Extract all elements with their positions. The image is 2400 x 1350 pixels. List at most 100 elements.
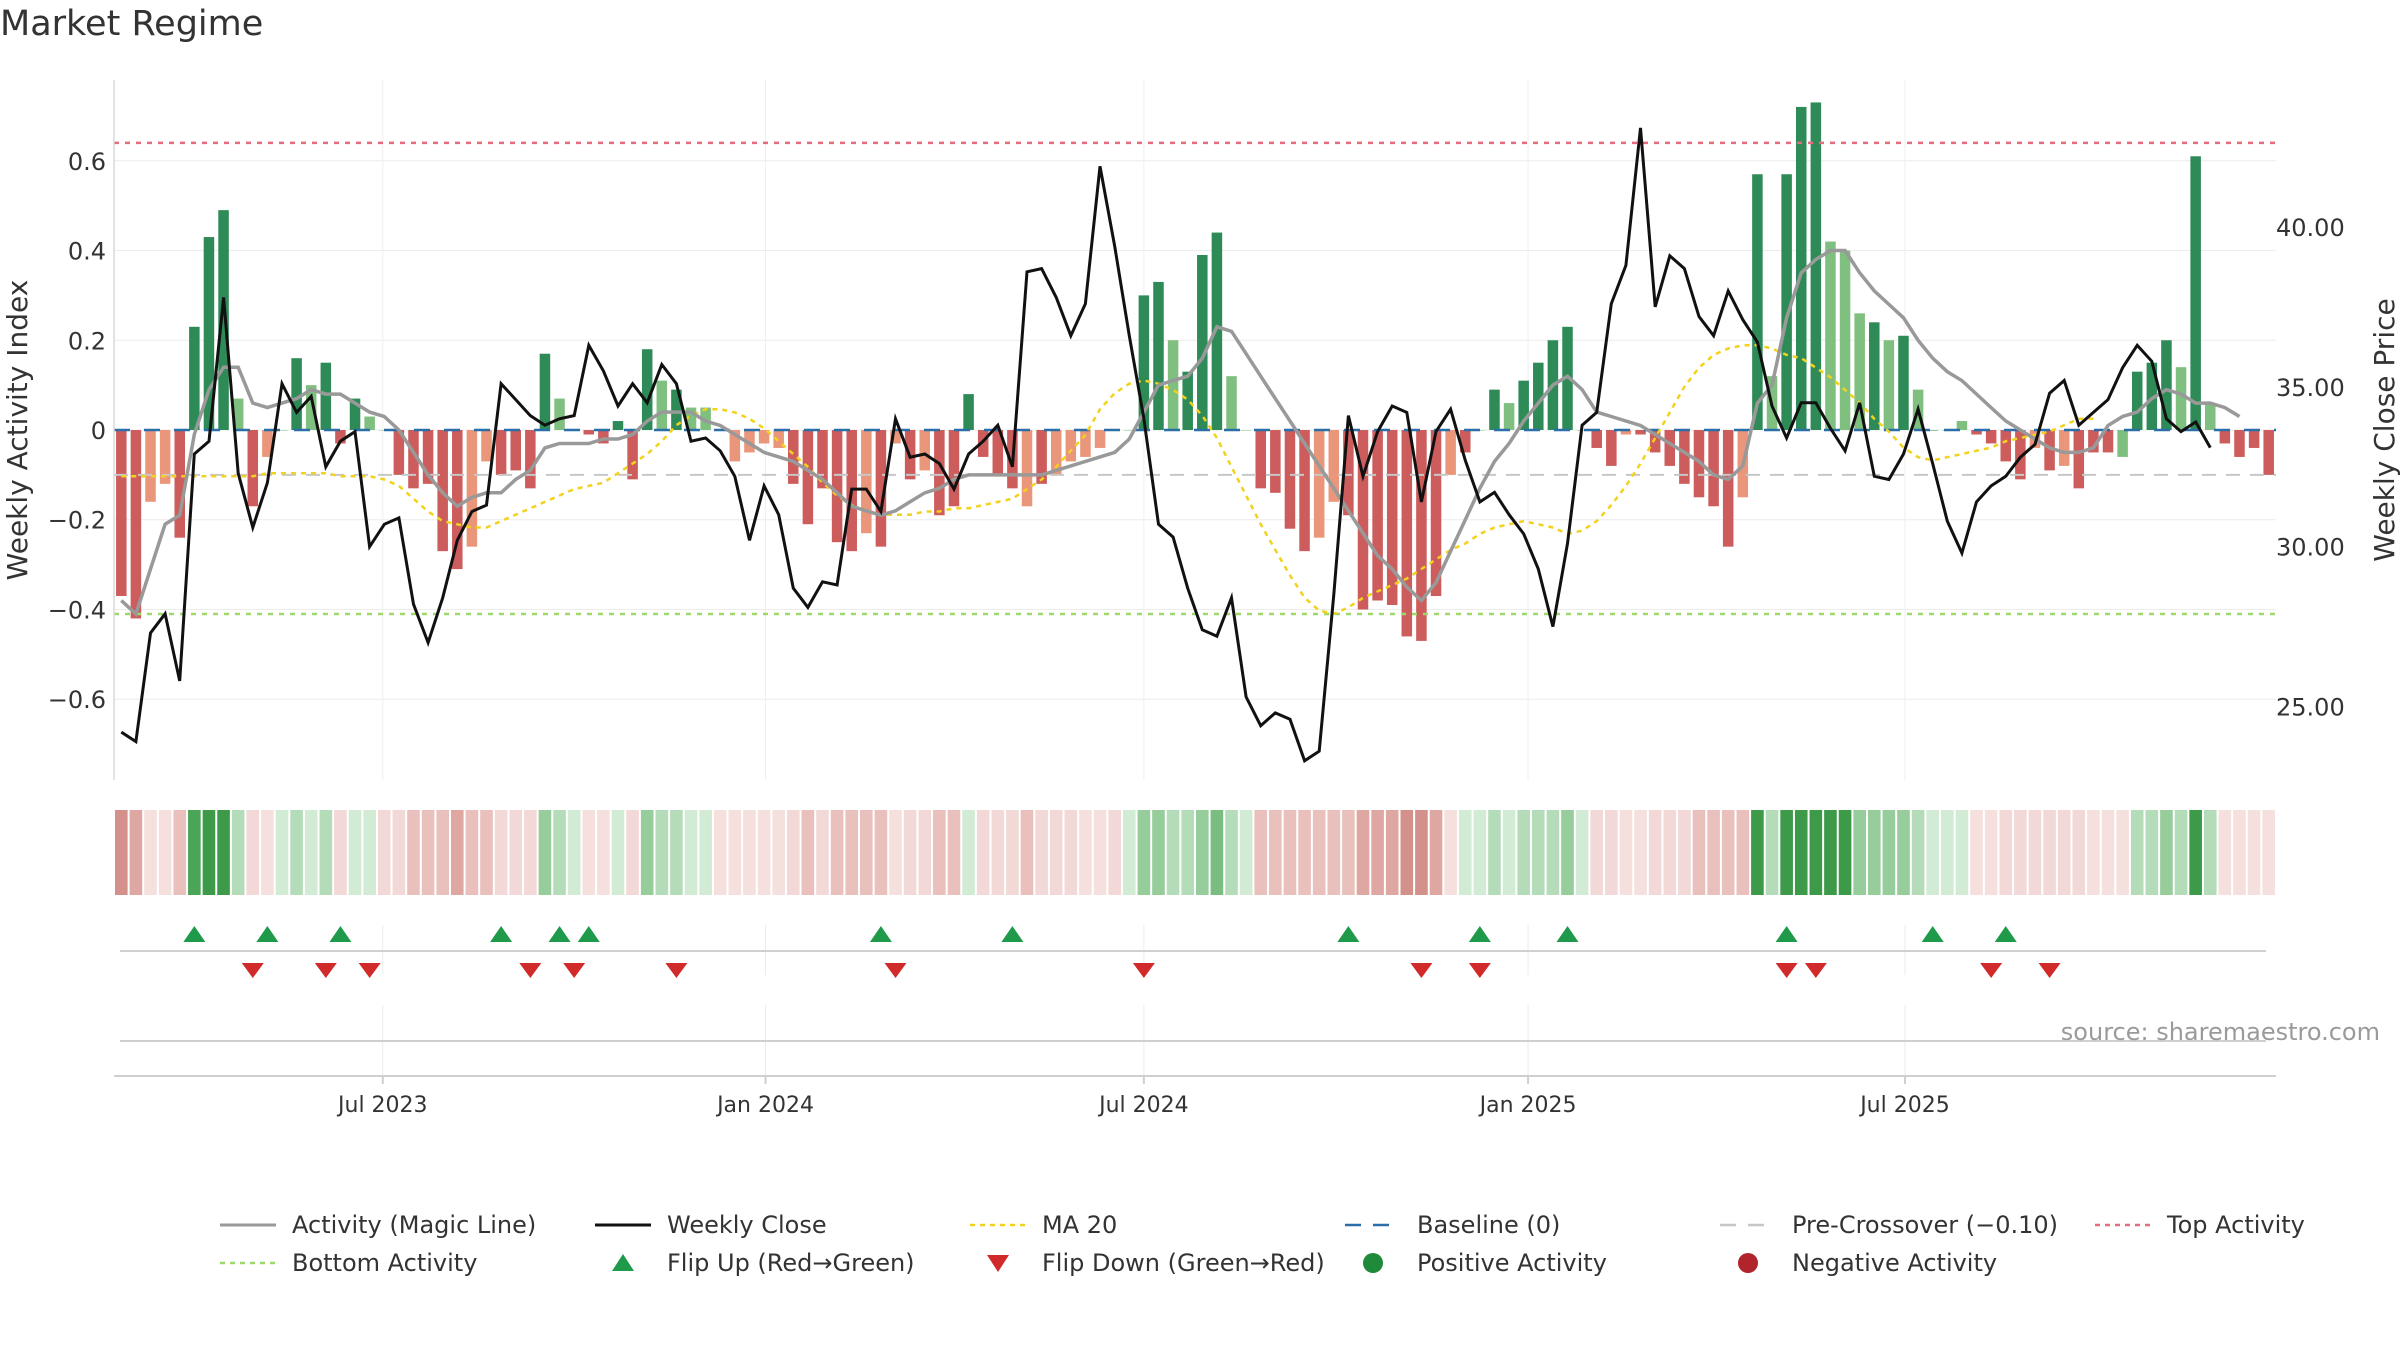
activity-bar [1533,362,1544,430]
strip-cell [947,810,961,895]
strip-cell [1546,810,1560,895]
strip-cell [1020,810,1034,895]
activity-bar [861,430,872,534]
activity-bar [2234,430,2245,457]
activity-bar [2219,430,2231,444]
y-tick-left: −0.6 [48,686,106,714]
activity-bar [1255,430,1266,489]
strip-cell [2145,810,2159,895]
strip-cell [1824,810,1837,895]
flip-down-marker [1804,963,1827,978]
strip-cell [524,810,537,895]
strip-cell [202,810,216,895]
activity-bar [2131,371,2143,430]
activity-bar [130,430,142,619]
flip-markers [114,926,2276,1077]
activity-bar [656,380,668,430]
activity-bar [335,430,346,444]
activity-bar [1299,430,1310,552]
activity-bar [349,398,361,430]
strip-cell [816,810,829,895]
flip-down-marker [358,963,381,978]
strip-cell [1882,810,1896,895]
strip-cell [407,810,420,895]
activity-bar [1664,430,1676,466]
y-tick-right: 30.00 [2276,534,2345,562]
activity-bar [2058,430,2070,466]
weekly-close-line [120,127,2212,764]
strip-cell [480,810,493,895]
flip-up-marker [490,926,513,942]
strip-cell [1342,810,1355,895]
strip-cell [1049,810,1063,895]
activity-bar [495,430,507,475]
activity-bar [948,430,960,507]
legend-label: Positive Activity [1417,1249,1607,1277]
activity-bar [247,430,259,507]
legend-swatch [1738,1253,1758,1273]
legend-swatch [1363,1253,1383,1273]
activity-bars [116,102,2274,641]
legend-label: Baseline (0) [1417,1211,1560,1239]
strip-cell [1692,810,1706,895]
activity-bar [1883,340,1895,430]
activity-bar [1459,430,1471,453]
flip-down-marker [884,963,907,978]
strip-cell [757,810,771,895]
activity-bar [2146,362,2158,430]
flip-up-marker [329,926,352,942]
strip-cell [1531,810,1545,895]
activity-bar [408,430,419,489]
legend-label: Activity (Magic Line) [292,1211,536,1239]
flip-up-marker [1468,926,1491,942]
activity-bar [159,430,171,484]
y-tick-right: 25.00 [2276,693,2345,721]
activity-bar [1635,430,1646,435]
y-tick-right: 40.00 [2276,214,2345,242]
strip-cell [611,810,625,895]
strip-cell [2057,810,2071,895]
strip-cell [421,810,435,895]
strip-cell [1999,810,2013,895]
strip-cell [1678,810,1691,895]
strip-cell [699,810,712,895]
activity-bar [2117,430,2128,457]
strip-cell [1751,810,1764,895]
strip-cell [626,810,639,895]
strip-cell [173,810,187,895]
activity-bar [963,394,974,430]
strip-cell [1984,810,1998,895]
strip-cell [348,810,362,895]
activity-bar [510,430,521,471]
activity-bar [1343,430,1354,516]
activity-bar [1182,371,1193,430]
strip-cell [684,810,698,895]
strip-cell [1619,810,1633,895]
flip-up-marker [577,926,600,942]
flip-down-marker [1775,963,1798,978]
strip-cell [2014,810,2027,895]
activity-bar [2263,430,2274,475]
flip-up-marker [548,926,571,942]
series-lines [120,127,2241,764]
strip-cell [188,810,201,895]
strip-cell [1721,810,1735,895]
activity-bar [641,349,653,430]
activity-bar [2044,430,2055,471]
activity-bar [466,430,478,547]
axes: 0.6 0.4 0.2 0 −0.2 −0.4 −0.6 40.00 35.00 30.00 25.… [48,80,2345,1118]
gridlines [114,80,2276,1075]
flip-up-marker [256,926,279,942]
y-tick-left: 0.4 [68,238,106,266]
activity-bar [1854,313,1865,430]
strip-cell [860,810,873,895]
strip-cell [1941,810,1954,895]
activity-bar [291,358,302,430]
activity-bar [2015,430,2026,480]
activity-bar [422,430,434,484]
activity-bar [2088,430,2099,453]
activity-bar [116,430,127,597]
activity-bar [977,430,989,457]
strip-cell [509,810,523,895]
activity-bar [1927,430,1938,431]
